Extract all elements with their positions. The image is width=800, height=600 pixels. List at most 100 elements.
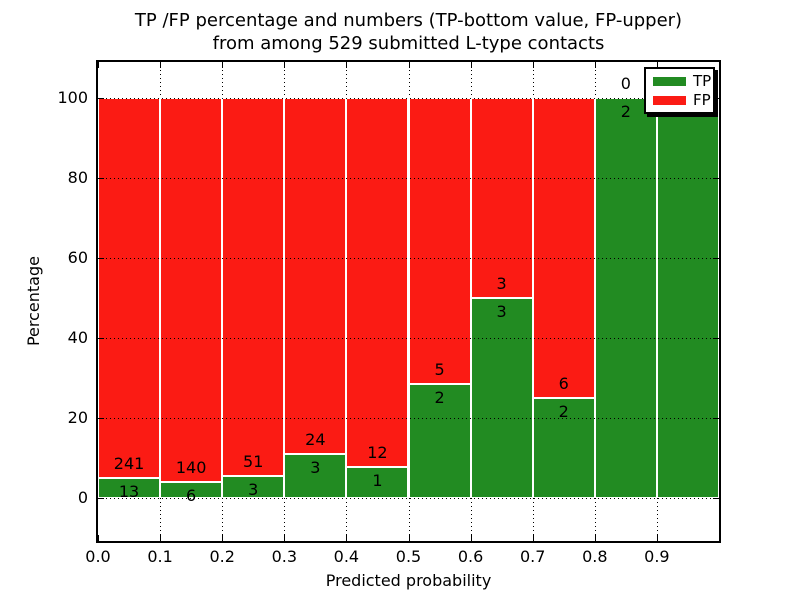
- y-tick-mark: [713, 418, 719, 419]
- x-tick-label: 0.6: [457, 547, 484, 566]
- bar-tp-segment: [408, 383, 471, 498]
- y-tick-label: 40: [67, 328, 88, 347]
- bar-tp-segment: [222, 475, 285, 498]
- chart-title-line2: from among 529 submitted L-type contacts: [212, 33, 605, 54]
- bar-tp-segment: [470, 298, 533, 498]
- y-axis-label: Percentage: [24, 256, 43, 347]
- x-tick-label: 0.0: [85, 547, 111, 566]
- x-tick-mark: [656, 62, 658, 68]
- x-tick-mark: [594, 62, 596, 68]
- y-tick-mark: [713, 498, 719, 499]
- x-tick-label: 0.5: [395, 547, 422, 566]
- x-tick-mark: [408, 62, 410, 68]
- x-tick-mark: [346, 535, 348, 541]
- chart-title-line1: TP /FP percentage and numbers (TP-bottom…: [134, 10, 683, 31]
- x-tick-mark: [532, 535, 534, 541]
- tp-count-label: 1: [372, 471, 383, 491]
- y-tick-mark: [713, 338, 719, 339]
- y-tick-mark: [98, 338, 104, 339]
- x-tick-label: 0.3: [271, 547, 298, 566]
- y-tick-mark: [98, 178, 104, 179]
- x-tick-label: 0.9: [644, 547, 670, 566]
- y-tick-label: 100: [57, 88, 88, 107]
- fp-count-label: 12: [367, 443, 388, 463]
- x-tick-mark: [160, 535, 162, 541]
- legend-box: TP FP: [644, 67, 715, 114]
- bar-fp-segment: [470, 98, 533, 298]
- x-tick-mark: [408, 535, 410, 541]
- gridline-horizontal: [98, 338, 719, 339]
- x-tick-label: 0.8: [582, 547, 608, 566]
- x-tick-label: 0.7: [519, 547, 546, 566]
- gridline-horizontal: [98, 178, 719, 179]
- fp-count-label: 140: [175, 457, 207, 477]
- bar-fp-segment: [98, 98, 161, 478]
- bar-tp-segment: [98, 477, 161, 498]
- fp-count-label: 6: [558, 374, 569, 393]
- bar-fp-segment: [222, 98, 285, 476]
- bar-tp-segment: [656, 98, 719, 498]
- y-tick-mark: [98, 258, 104, 259]
- x-tick-mark: [470, 535, 472, 541]
- x-tick-mark: [594, 535, 596, 541]
- x-tick-mark: [346, 62, 348, 68]
- legend-item: TP: [653, 74, 711, 89]
- y-tick-mark: [98, 98, 104, 99]
- x-tick-label: 0.4: [333, 547, 360, 566]
- y-tick-mark: [713, 98, 719, 99]
- bar-tp-segment: [594, 98, 657, 498]
- x-axis-label: Predicted probability: [325, 571, 492, 590]
- legend-label: FP: [693, 91, 711, 109]
- y-tick-mark: [98, 498, 104, 499]
- fp-count-label: 3: [496, 274, 507, 293]
- tp-count-label: 3: [310, 457, 321, 477]
- x-tick-mark: [284, 62, 286, 68]
- x-tick-mark: [160, 62, 162, 68]
- legend-label: TP: [693, 72, 712, 90]
- fp-count-label: 24: [305, 429, 326, 449]
- gridline-horizontal: [98, 498, 719, 499]
- x-tick-mark: [98, 62, 99, 68]
- bar-tp-segment: [346, 467, 409, 498]
- tp-count-label: 6: [186, 485, 197, 505]
- tp-count-label: 3: [248, 479, 259, 499]
- plot-area: 24113140651324312152336202012TPFP: [98, 62, 719, 541]
- bar-fp-segment: [284, 98, 347, 454]
- y-tick-label: 60: [67, 248, 88, 267]
- x-tick-mark: [222, 535, 224, 541]
- x-tick-mark: [532, 62, 534, 68]
- x-tick-mark: [284, 535, 286, 541]
- y-tick-label: 20: [67, 408, 88, 427]
- tp-count-label: 2: [558, 402, 569, 421]
- y-tick-label: 80: [67, 168, 88, 187]
- bar-fp-segment: [160, 98, 223, 482]
- tp-count-label: 3: [496, 302, 507, 321]
- fp-count-label: 0: [620, 74, 631, 93]
- x-tick-mark: [470, 62, 472, 68]
- bar-fp-segment: [346, 98, 409, 468]
- fp-count-label: 5: [434, 359, 445, 379]
- bar-tp-segment: [160, 481, 223, 498]
- tp-count-label: 2: [434, 387, 445, 407]
- fp-count-label: 241: [113, 453, 145, 473]
- fp-count-label: 51: [243, 451, 264, 471]
- x-tick-label: 0.1: [147, 547, 173, 566]
- y-tick-label: 0: [77, 488, 88, 507]
- bar-tp-segment: [532, 398, 595, 498]
- x-tick-mark: [98, 535, 99, 541]
- x-tick-label: 0.2: [209, 547, 235, 566]
- legend-swatch-fp-icon: [653, 96, 686, 105]
- legend-item: FP: [653, 93, 711, 108]
- x-tick-mark: [222, 62, 224, 68]
- gridline-horizontal: [98, 98, 719, 99]
- y-tick-mark: [98, 418, 104, 419]
- tp-count-label: 13: [118, 481, 140, 501]
- chart-title: TP /FP percentage and numbers (TP-bottom…: [98, 9, 719, 55]
- bar-fp-segment: [532, 98, 595, 398]
- tp-count-label: 2: [620, 102, 631, 121]
- y-tick-mark: [713, 178, 719, 179]
- x-tick-mark: [656, 535, 658, 541]
- bar-tp-segment: [284, 453, 347, 498]
- bar-fp-segment: [408, 98, 471, 384]
